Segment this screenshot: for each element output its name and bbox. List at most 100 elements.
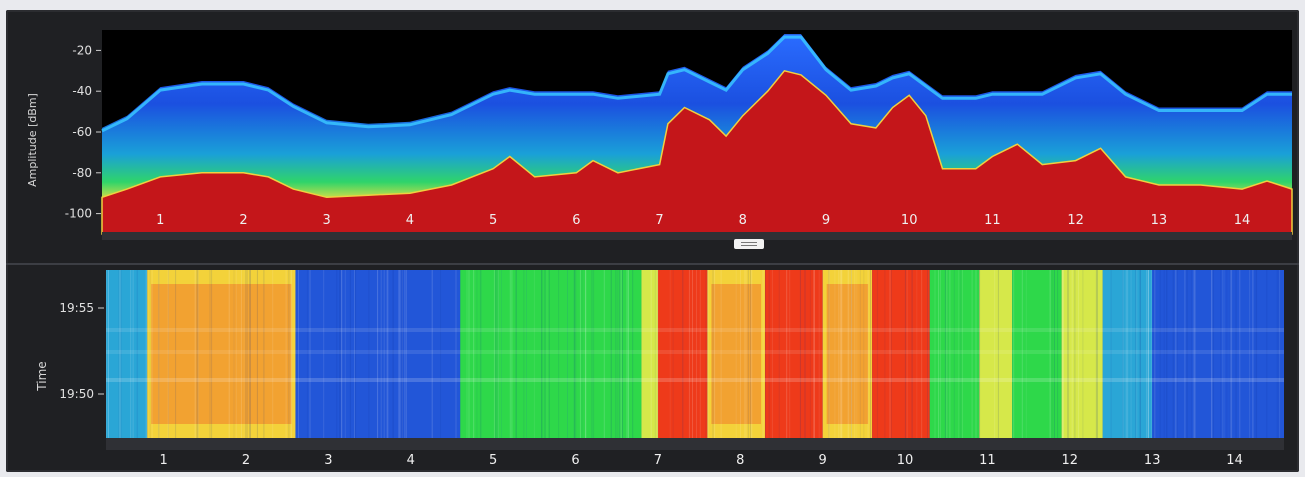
waterfall-noise-line xyxy=(175,270,177,438)
waterfall-noise-line xyxy=(1126,270,1128,438)
waterfall-noise-line xyxy=(341,270,343,438)
spectrum-x-tick-label: 10 xyxy=(901,213,918,228)
waterfall-noise-line xyxy=(149,270,151,438)
spectrum-x-tick-label: 11 xyxy=(984,213,1001,228)
waterfall-noise-line xyxy=(523,270,525,438)
waterfall-noise-line xyxy=(392,270,394,438)
waterfall-noise-line xyxy=(118,270,120,438)
waterfall-noise-line xyxy=(468,270,470,438)
spectrum-y-tick-label: -100 xyxy=(65,207,92,221)
waterfall-noise-line xyxy=(961,270,963,438)
waterfall-band xyxy=(1012,270,1062,438)
waterfall-noise-line xyxy=(431,270,433,438)
waterfall-noise-line xyxy=(1223,270,1225,438)
waterfall-noise-line xyxy=(288,270,290,438)
waterfall-noise-line xyxy=(863,270,865,438)
waterfall-noise-line xyxy=(1175,270,1177,438)
waterfall-bands xyxy=(106,270,1284,438)
waterfall-noise-line xyxy=(1013,270,1015,438)
waterfall-noise-line xyxy=(455,270,457,438)
waterfall-noise-line xyxy=(209,270,211,438)
waterfall-y-axis-label: Time xyxy=(35,361,49,391)
waterfall-noise-line xyxy=(355,270,357,438)
spectrum-x-tick-label: 5 xyxy=(489,213,497,228)
waterfall-noise-line xyxy=(828,270,830,438)
waterfall-noise-line xyxy=(939,270,941,438)
spectrum-x-tick-label: 2 xyxy=(239,213,247,228)
waterfall-noise-line xyxy=(603,270,605,438)
waterfall-noise-line xyxy=(789,270,791,438)
waterfall-noise-line xyxy=(249,270,251,438)
resize-handle[interactable] xyxy=(734,239,764,249)
waterfall-noise-line xyxy=(158,270,160,438)
waterfall-noise-line xyxy=(473,270,475,438)
waterfall-noise-line xyxy=(960,270,962,438)
waterfall-noise-line xyxy=(750,270,752,438)
spectrum-x-tick-label: 13 xyxy=(1151,213,1168,228)
waterfall-scan-line xyxy=(106,350,1284,354)
waterfall-noise-line xyxy=(958,270,960,438)
waterfall-band xyxy=(1102,270,1153,438)
waterfall-noise-line xyxy=(949,270,951,438)
waterfall-noise-line xyxy=(368,270,370,438)
waterfall-noise-line xyxy=(947,270,949,438)
waterfall-noise-line xyxy=(1077,270,1079,438)
spectrum-x-axis: 1 2 3 4 5 6 7 8 9 10 11 12 13 14 xyxy=(156,213,1250,228)
waterfall-noise-line xyxy=(818,270,820,438)
waterfall-noise-line xyxy=(1130,270,1132,438)
waterfall-x-tick-label: 2 xyxy=(242,453,250,468)
waterfall-noise-line xyxy=(735,270,737,438)
waterfall-noise-line xyxy=(1067,270,1069,438)
waterfall-noise-line xyxy=(1146,270,1148,438)
waterfall-band-core xyxy=(826,284,869,424)
waterfall-noise-line xyxy=(197,270,199,438)
waterfall-band-core xyxy=(151,284,292,424)
waterfall-noise-line xyxy=(1279,270,1281,438)
waterfall-noise-line xyxy=(705,270,707,438)
waterfall-noise-line xyxy=(1147,270,1149,438)
waterfall-noise-line xyxy=(249,270,251,438)
waterfall-noise-line xyxy=(1062,270,1064,438)
waterfall-noise-line xyxy=(610,270,612,438)
waterfall-noise-line xyxy=(256,270,258,438)
waterfall-noise-line xyxy=(696,270,697,438)
waterfall-plot[interactable]: Time 19:55 19:50 1 2 3 4 5 6 7 8 9 10 11 12 13 14 xyxy=(6,266,1299,472)
waterfall-noise-line xyxy=(541,270,543,438)
spectrum-x-tick-label: 4 xyxy=(406,213,414,228)
waterfall-noise-line xyxy=(585,270,587,438)
waterfall-noise-line xyxy=(938,270,939,438)
waterfall-band xyxy=(106,270,148,438)
waterfall-noise-line xyxy=(579,270,581,438)
waterfall-noise-line xyxy=(574,270,575,438)
waterfall-x-axis-band xyxy=(106,438,1284,450)
waterfall-scan-line xyxy=(106,378,1284,382)
waterfall-noise-line xyxy=(386,270,388,438)
waterfall-noise-line xyxy=(1231,270,1233,438)
waterfall-noise-line xyxy=(398,270,400,438)
spectrum-y-axis-label: Amplitude [dBm] xyxy=(26,93,39,187)
waterfall-x-tick-label: 5 xyxy=(489,453,497,468)
waterfall-noise-line xyxy=(876,270,878,438)
waterfall-noise-line xyxy=(620,270,622,438)
waterfall-noise-line xyxy=(476,270,478,438)
waterfall-noise-line xyxy=(939,270,941,438)
waterfall-noise-line xyxy=(196,270,198,438)
waterfall-noise-line xyxy=(1096,270,1098,438)
waterfall-noise-line xyxy=(194,270,196,438)
waterfall-noise-line xyxy=(245,270,247,438)
waterfall-noise-line xyxy=(626,270,628,438)
spectrum-x-tick-label: 7 xyxy=(655,213,663,228)
spectrum-x-tick-label: 9 xyxy=(822,213,830,228)
waterfall-noise-line xyxy=(1125,270,1127,438)
waterfall-noise-line xyxy=(1211,270,1213,438)
waterfall-noise-line xyxy=(591,270,593,438)
waterfall-noise-line xyxy=(927,270,928,438)
waterfall-noise-line xyxy=(834,270,836,438)
waterfall-noise-line xyxy=(688,270,690,438)
waterfall-noise-line xyxy=(497,270,499,438)
waterfall-noise-line xyxy=(309,270,311,438)
waterfall-band xyxy=(872,270,930,438)
waterfall-band xyxy=(526,270,568,438)
